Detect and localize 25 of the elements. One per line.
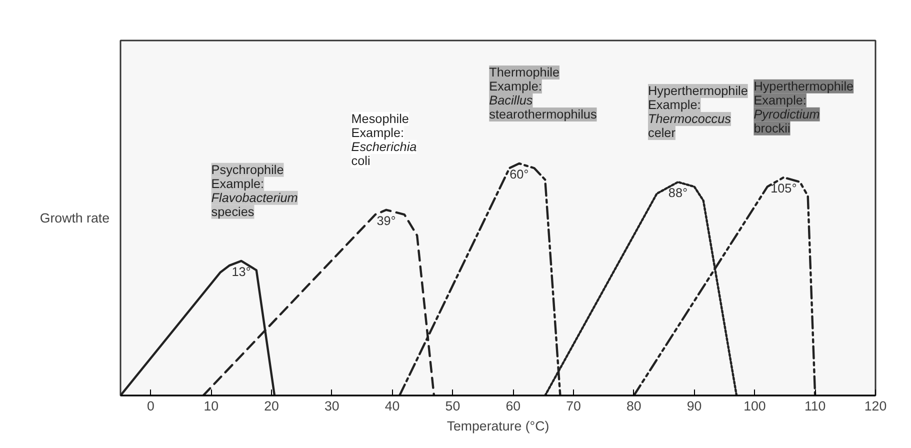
x-tick-label: 120 — [864, 398, 887, 414]
y-axis-title: Growth rate — [40, 210, 110, 226]
x-tick-label: 50 — [445, 398, 460, 414]
annotation: 105° — [770, 181, 797, 196]
x-tick-label: 110 — [804, 398, 826, 414]
annotation: Mesophile Example: Escherichia coli — [351, 112, 417, 168]
x-tick-label: 100 — [744, 398, 766, 414]
text: Hyperthermophile Example: Thermococcus celer — [648, 84, 748, 140]
x-tick-label: 70 — [566, 398, 581, 414]
annotation: 13° — [232, 264, 251, 279]
text: Thermophile Example: Bacillus stearothermophilus — [489, 65, 597, 122]
x-tick-label: 30 — [324, 398, 340, 414]
x-tick-label: 0 — [146, 398, 154, 414]
annotation: 39° — [376, 214, 396, 228]
annotation: 60° — [510, 167, 529, 182]
x-tick-label: 10 — [204, 398, 219, 414]
annotation: 88° — [668, 186, 688, 200]
x-tick-label: 90 — [686, 398, 702, 414]
text: Hyperthermophile Example: Pyrodictium brockii — [754, 79, 854, 136]
x-tick-label: 60 — [506, 398, 521, 414]
x-tick-label: 40 — [384, 398, 400, 414]
x-axis-title: Temperature (°C) — [446, 418, 550, 434]
annotation: Psychrophile Example: Flavobacterium species — [211, 162, 298, 219]
x-tick-label: 80 — [626, 398, 642, 414]
x-tick-label: 20 — [264, 398, 279, 414]
